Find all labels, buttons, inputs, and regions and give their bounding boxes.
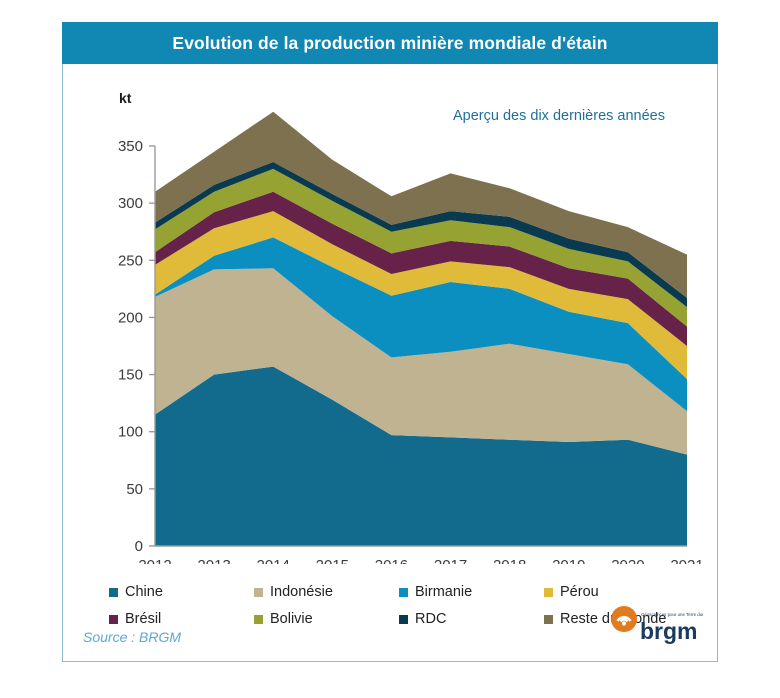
source-note: Source : BRGM xyxy=(83,629,182,645)
chart-title: Evolution de la production minière mondi… xyxy=(172,32,608,53)
x-tick-label: 2017 xyxy=(434,557,467,564)
legend-swatch-bresil xyxy=(109,614,118,624)
legend-label-indonesie: Indonésie xyxy=(270,584,333,600)
legend-row-2: Brésil Bolivie RDC Reste du monde xyxy=(109,611,689,627)
legend-swatch-rdc xyxy=(399,614,408,624)
y-axis-unit-label: kt xyxy=(119,90,132,106)
chart-title-bar: Evolution de la production minière mondi… xyxy=(62,22,718,64)
y-tick-label: 350 xyxy=(118,138,143,155)
legend-swatch-birmanie xyxy=(399,587,408,597)
legend-label-rdc: RDC xyxy=(415,611,447,627)
area-series-p-rou xyxy=(155,211,687,380)
y-tick-label: 300 xyxy=(118,195,143,212)
y-tick-label: 250 xyxy=(118,252,143,269)
stacked-area-chart: 0 50 100 150 200 250 300 350 2012 2013 2014 2015 201… xyxy=(118,111,704,564)
legend-item-rdc[interactable]: RDC xyxy=(399,611,544,627)
x-tick-label: 2019 xyxy=(552,557,585,564)
legend-item-perou[interactable]: Pérou xyxy=(544,584,689,600)
legend-label-bresil: Brésil xyxy=(125,611,162,627)
area-series-chine xyxy=(155,366,687,546)
legend-item-birmanie[interactable]: Birmanie xyxy=(399,584,544,600)
legend-swatch-chine xyxy=(109,587,118,597)
y-tick-label: 50 xyxy=(126,481,143,498)
brgm-logo: Géosciences pour une Terre durable brgm xyxy=(607,603,703,651)
figure-container: Evolution de la production minière mondi… xyxy=(62,22,718,662)
legend-swatch-bolivie xyxy=(254,614,263,624)
legend-item-bolivie[interactable]: Bolivie xyxy=(254,611,399,627)
legend-label-birmanie: Birmanie xyxy=(415,584,473,600)
chart-legend: Chine Indonésie Birmanie Pérou xyxy=(109,584,689,638)
legend-swatch-reste-du-monde xyxy=(544,614,553,624)
x-tick-label: 2021 xyxy=(670,557,703,564)
y-tick-label: 100 xyxy=(118,424,143,441)
logo-tagline: Géosciences pour une Terre durable xyxy=(641,612,703,617)
legend-row-1: Chine Indonésie Birmanie Pérou xyxy=(109,584,689,600)
legend-label-bolivie: Bolivie xyxy=(270,611,313,627)
legend-item-bresil[interactable]: Brésil xyxy=(109,611,254,627)
x-tick-label: 2013 xyxy=(197,557,230,564)
legend-item-chine[interactable]: Chine xyxy=(109,584,254,600)
area-series-birmanie xyxy=(155,237,687,412)
logo-arc-outer-icon xyxy=(616,616,632,622)
plot-area: 0 50 100 150 200 250 300 350 2012 2013 2014 2015 201… xyxy=(63,64,717,564)
x-tick-label: 2014 xyxy=(257,557,290,564)
logo-arc-inner-icon xyxy=(619,618,629,623)
x-tick-label: 2012 xyxy=(138,557,171,564)
area-series-reste-du-monde xyxy=(155,111,687,298)
x-tick-label: 2020 xyxy=(611,557,644,564)
y-tick-label: 0 xyxy=(135,538,143,555)
chart-panel: kt Aperçu des dix dernières années 0 50 10… xyxy=(62,64,718,662)
legend-swatch-indonesie xyxy=(254,587,263,597)
logo-dot-icon xyxy=(621,621,627,626)
chart-subtitle: Aperçu des dix dernières années xyxy=(453,108,665,124)
x-tick-label: 2015 xyxy=(316,557,349,564)
y-tick-label: 200 xyxy=(118,309,143,326)
logo-wordmark: brgm xyxy=(640,618,698,644)
legend-label-chine: Chine xyxy=(125,584,163,600)
legend-item-indonesie[interactable]: Indonésie xyxy=(254,584,399,600)
x-tick-label: 2016 xyxy=(375,557,408,564)
area-series-indon-sie xyxy=(155,268,687,455)
legend-swatch-perou xyxy=(544,587,553,597)
y-tick-label: 150 xyxy=(118,367,143,384)
brgm-logo-graphic: Géosciences pour une Terre durable brgm xyxy=(611,606,703,644)
x-tick-label: 2018 xyxy=(493,557,526,564)
legend-label-perou: Pérou xyxy=(560,584,599,600)
